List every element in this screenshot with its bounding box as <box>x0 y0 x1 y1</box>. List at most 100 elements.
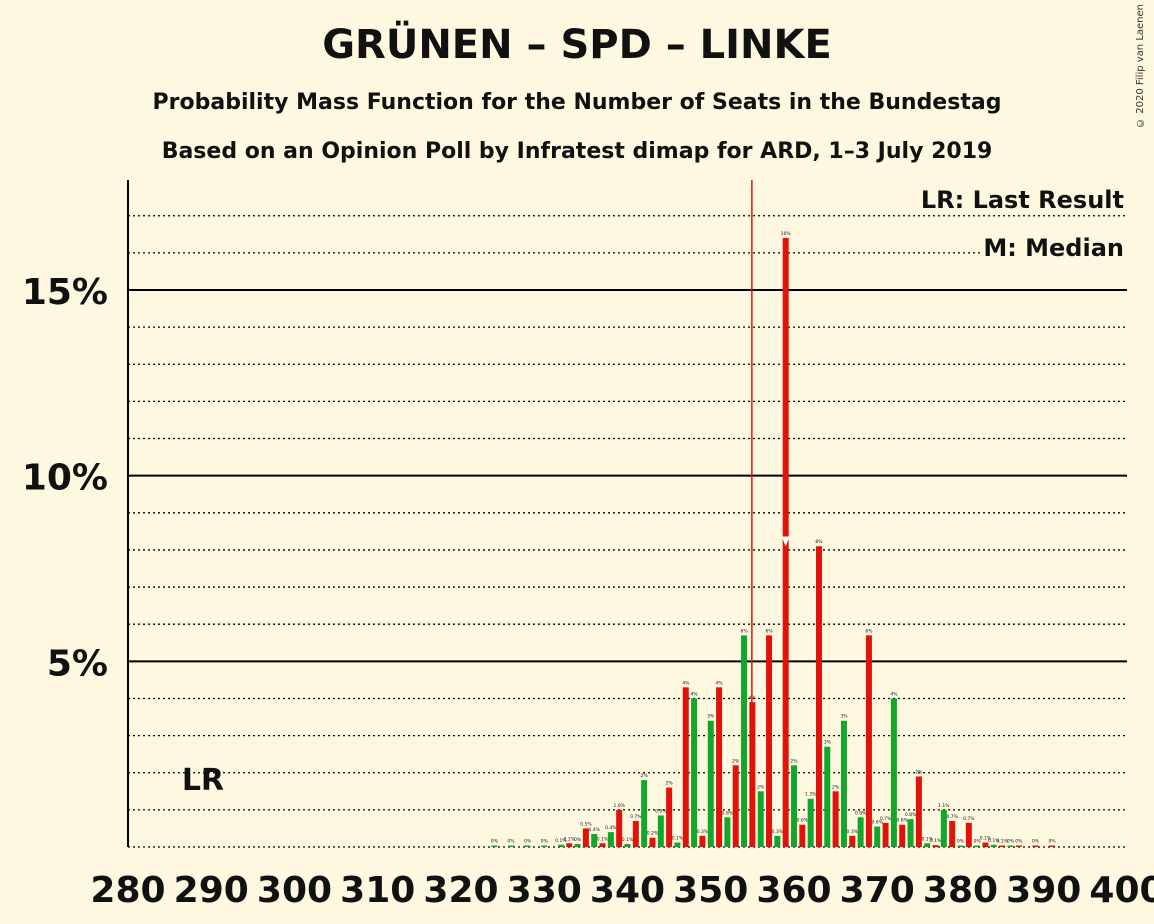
bar-362 <box>807 798 814 847</box>
bar-label-353: 2% <box>732 758 740 764</box>
bar-label-350: 3% <box>707 714 715 720</box>
bar-label-347: 4% <box>682 680 690 686</box>
bar-337 <box>599 843 606 847</box>
bar-374 <box>907 819 914 847</box>
bar-label-352: 0.8% <box>722 810 734 816</box>
chart-title: GRÜNEN – SPD – LINKE <box>322 22 832 68</box>
bar-label-332: 0.1% <box>555 838 567 844</box>
bar-label-351: 4% <box>716 680 724 686</box>
bar-367 <box>849 835 856 847</box>
bar-356 <box>757 791 764 847</box>
x-tick-label: 350 <box>673 870 748 911</box>
bar-336 <box>591 834 598 847</box>
bar-328 <box>524 845 531 847</box>
bar-label-343: 0.2% <box>647 831 659 837</box>
bar-381 <box>965 822 972 847</box>
bar-label-344: 0.9% <box>655 808 667 814</box>
bar-label-335: 0.5% <box>580 821 592 827</box>
bar-label-333: 0.1% <box>564 836 576 842</box>
bar-label-358: 0.3% <box>772 829 784 835</box>
bar-351 <box>716 687 723 847</box>
chart-subtitle: Probability Mass Function for the Number… <box>152 90 1002 115</box>
bar-345 <box>666 787 673 847</box>
bar-label-372: 4% <box>890 691 898 697</box>
bar-label-349: 0.3% <box>697 829 709 835</box>
bar-349 <box>699 835 706 847</box>
bar-label-386: 0% <box>1007 839 1015 845</box>
bar-label-362: 1.3% <box>805 792 817 798</box>
bar-label-340: 0.1% <box>622 837 634 843</box>
bar-380 <box>957 845 964 847</box>
bar-label-391: 0% <box>1049 839 1057 845</box>
bar-label-336: 0.4% <box>588 827 600 833</box>
x-tick-label: 390 <box>1006 870 1081 911</box>
bar-348 <box>691 698 698 847</box>
bar-354 <box>741 635 748 847</box>
bar-label-371: 0.7% <box>880 816 892 822</box>
bar-label-348: 4% <box>691 691 699 697</box>
bar-label-356: 2% <box>757 784 765 790</box>
bar-341 <box>632 821 639 847</box>
bar-353 <box>732 765 739 847</box>
bar-366 <box>840 720 847 847</box>
bar-label-334: 0% <box>574 837 582 843</box>
x-tick-label: 280 <box>90 870 165 911</box>
bar-label-360: 2% <box>790 758 798 764</box>
y-tick-label: 15% <box>22 272 108 313</box>
bar-label-382: 0% <box>974 839 982 845</box>
bar-label-365: 2% <box>832 784 840 790</box>
bar-label-370: 0.6% <box>872 820 884 826</box>
bar-339 <box>616 809 623 847</box>
bar-label-380: 0% <box>957 839 965 845</box>
bar-label-377: 0.1% <box>930 838 942 844</box>
x-tick-label: 310 <box>340 870 415 911</box>
bar-label-387: 0% <box>1015 839 1023 845</box>
bar-label-357: 6% <box>765 628 773 634</box>
bar-383 <box>982 842 989 847</box>
x-tick-label: 370 <box>840 870 915 911</box>
bar-386 <box>1007 845 1014 847</box>
bar-label-345: 2% <box>666 781 674 787</box>
bar-label-368: 0.8% <box>855 810 867 816</box>
bar-label-373: 0.6% <box>897 818 909 824</box>
bar-label-376: 0.1% <box>921 836 933 842</box>
bar-352 <box>724 817 731 847</box>
bar-label-363: 8% <box>815 539 823 545</box>
bar-344 <box>657 815 664 847</box>
x-tick-label: 360 <box>756 870 831 911</box>
bar-357 <box>766 635 773 847</box>
last-result-label: LR <box>182 763 224 798</box>
bar-389 <box>1032 845 1039 847</box>
bar-label-381: 0.7% <box>963 816 975 822</box>
bar-373 <box>899 824 906 847</box>
bar-label-342: 2% <box>641 773 649 779</box>
bar-375 <box>915 776 922 847</box>
bar-label-326: 0% <box>507 839 515 845</box>
bar-372 <box>890 698 897 847</box>
bar-label-341: 0.7% <box>630 814 642 820</box>
bar-368 <box>857 817 864 847</box>
bar-label-338: 0.4% <box>605 825 617 831</box>
bar-371 <box>882 822 889 847</box>
bar-377 <box>932 845 939 847</box>
bar-350 <box>707 720 714 847</box>
bar-label-361: 0.6% <box>797 818 809 824</box>
legend-median: M: Median <box>981 234 1126 262</box>
bar-333 <box>566 843 573 847</box>
bar-365 <box>832 791 839 847</box>
bar-384 <box>990 844 997 847</box>
bar-label-328: 0% <box>524 839 532 845</box>
bar-label-339: 1.0% <box>613 803 625 809</box>
bar-360 <box>791 765 797 847</box>
x-tick-label: 300 <box>257 870 332 911</box>
bar-334 <box>574 844 581 847</box>
y-tick-label: 5% <box>47 643 108 684</box>
bar-376 <box>924 843 931 847</box>
x-tick-label: 330 <box>507 870 582 911</box>
bar-label-384: 0.1% <box>988 838 1000 844</box>
bar-label-369: 6% <box>865 628 873 634</box>
bar-338 <box>607 832 614 847</box>
bar-326 <box>507 845 514 847</box>
bar-label-385: 0.1% <box>996 839 1008 845</box>
